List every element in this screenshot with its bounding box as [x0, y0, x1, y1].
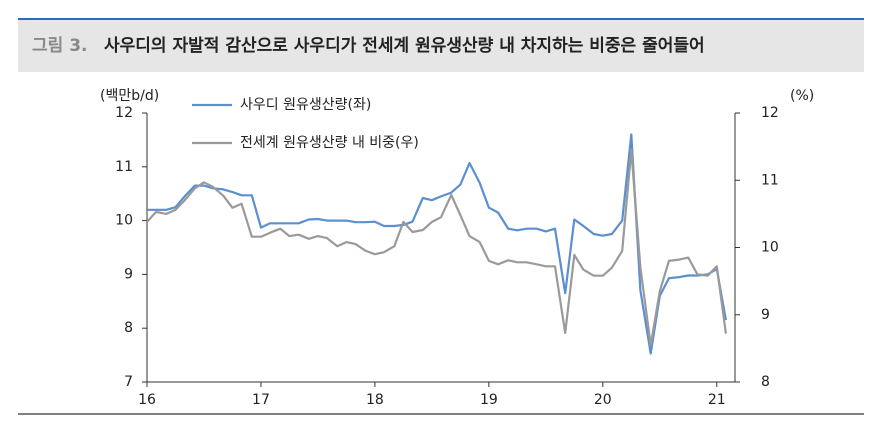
- y2-tick-label: 12: [761, 105, 779, 121]
- y2-tick-label: 11: [761, 172, 779, 188]
- x-tick-label: 17: [252, 392, 270, 408]
- y-tick-label: 10: [115, 213, 133, 229]
- y2-tick-label: 10: [761, 240, 779, 256]
- x-tick-label: 18: [366, 392, 384, 408]
- x-tick-label: 20: [594, 392, 612, 408]
- x-tick-label: 21: [708, 392, 726, 408]
- y2-tick-label: 9: [761, 307, 770, 323]
- y-tick-label: 12: [115, 105, 133, 121]
- chart-title: 사우디의 자발적 감산으로 사우디가 전세계 원유생산량 내 차지하는 비중은 …: [104, 36, 705, 56]
- y-axis-label: (백만b/d): [100, 88, 159, 104]
- series-line: [147, 133, 727, 355]
- series-line: [146, 148, 727, 347]
- legend-label: 전세계 원유생산량 내 비중(우): [240, 135, 419, 151]
- figure-label: 그림 3.: [32, 36, 88, 56]
- y2-tick-label: 8: [761, 374, 770, 390]
- x-tick-label: 16: [138, 392, 156, 408]
- y2-axis-label: (%): [790, 88, 814, 104]
- y-tick-label: 7: [124, 374, 133, 390]
- x-tick-label: 19: [480, 392, 498, 408]
- header-bg: [18, 20, 864, 72]
- y-tick-label: 8: [124, 320, 133, 336]
- legend-label: 사우디 원유생산량(좌): [240, 97, 371, 113]
- y-tick-label: 11: [115, 159, 133, 175]
- y-tick-label: 9: [124, 266, 133, 282]
